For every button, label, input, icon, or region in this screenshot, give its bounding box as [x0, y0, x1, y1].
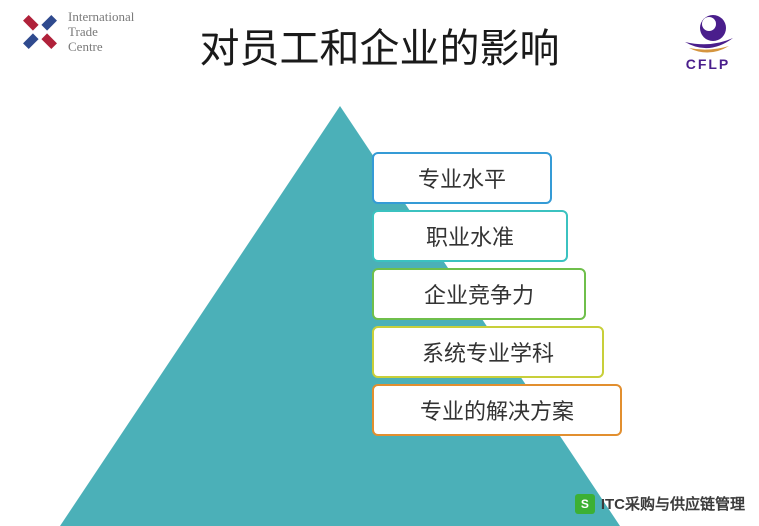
- slide-root: International Trade Centre CFLP 对员工和企业的影…: [0, 0, 759, 526]
- watermark: S ITC采购与供应链管理: [575, 493, 745, 514]
- watermark-text: ITC采购与供应链管理: [601, 493, 745, 514]
- pyramid-level-5: 专业的解决方案: [372, 384, 622, 436]
- wechat-icon: S: [575, 494, 595, 514]
- pyramid-levels-list: 专业水平职业水准企业竞争力系统专业学科专业的解决方案: [372, 152, 622, 436]
- pyramid-level-4: 系统专业学科: [372, 326, 604, 378]
- pyramid-level-2: 职业水准: [372, 210, 568, 262]
- pyramid-level-3: 企业竞争力: [372, 268, 586, 320]
- slide-title: 对员工和企业的影响: [0, 16, 759, 74]
- pyramid-level-1: 专业水平: [372, 152, 552, 204]
